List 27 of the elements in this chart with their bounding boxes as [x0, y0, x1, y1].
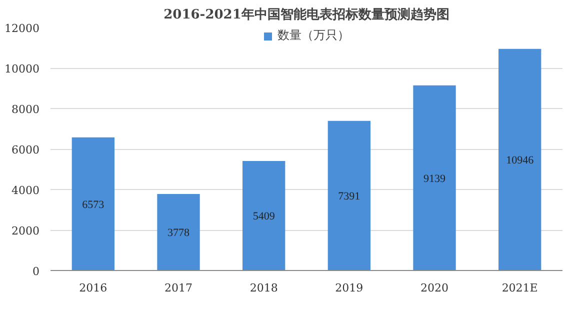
data-label: 6573 [82, 198, 105, 211]
bar [72, 137, 114, 270]
y-tick-label: 6000 [12, 144, 40, 156]
x-tick-label: 2021E [502, 282, 538, 294]
bar [242, 160, 286, 270]
y-tick-label: 2000 [12, 224, 40, 238]
bar [498, 48, 542, 270]
x-tick-label: 2020 [420, 282, 449, 294]
y-tick-label: 4000 [12, 184, 40, 197]
data-label: 7391 [338, 190, 360, 203]
bar [413, 85, 456, 270]
bar [328, 120, 370, 270]
legend-label: 数量（万只） [278, 27, 350, 44]
data-label: 3778 [168, 227, 190, 240]
bar [157, 194, 200, 270]
x-tick-label: 2019 [335, 282, 364, 294]
y-tick-label: 10000 [4, 62, 40, 76]
x-tick-label: 2016 [79, 282, 108, 294]
data-label: 10946 [506, 154, 534, 167]
chart-title: 2016-2021年中国智能电表招标数量预测趋势图 [164, 6, 450, 22]
y-tick-label: 0 [32, 265, 40, 278]
data-label: 5409 [252, 210, 276, 223]
x-tick-label: 2017 [164, 282, 193, 294]
x-tick-label: 2018 [250, 282, 278, 294]
data-label: 9139 [424, 172, 446, 185]
y-tick-label: 12000 [4, 22, 40, 35]
y-tick-label: 8000 [12, 103, 40, 116]
